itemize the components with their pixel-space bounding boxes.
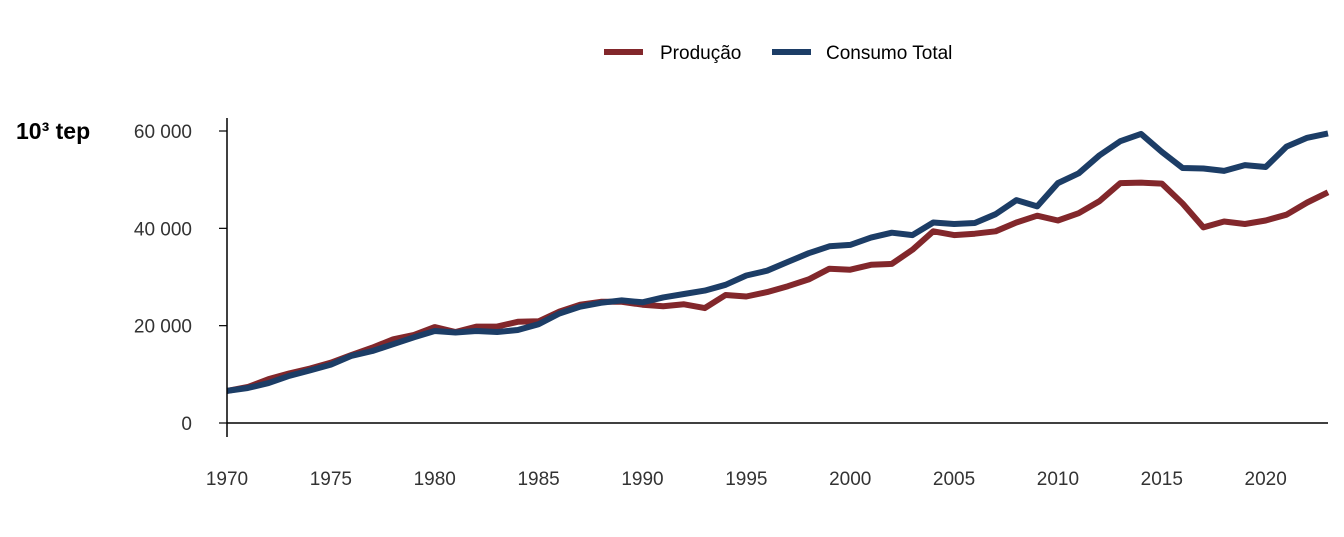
x-tick-label: 1975	[310, 469, 352, 490]
x-tick-label: 2015	[1141, 469, 1183, 490]
x-tick-label: 1970	[206, 469, 248, 490]
legend-label: Produção	[660, 43, 741, 64]
y-tick-label: 60 000	[134, 122, 192, 143]
x-tick-label: 2005	[933, 469, 975, 490]
x-tick-label: 1990	[621, 469, 663, 490]
y-axis-ticks: 0 20 000 40 000 60 000	[134, 122, 227, 435]
y-tick-label: 40 000	[134, 219, 192, 240]
x-tick-label: 1995	[725, 469, 767, 490]
series-line-0	[226, 179, 1330, 394]
x-tick-label: 1985	[517, 469, 559, 490]
x-tick-label: 1980	[414, 469, 456, 490]
legend: Produção Consumo Total	[604, 43, 952, 64]
legend-label: Consumo Total	[826, 43, 952, 64]
x-tick-label: 2020	[1245, 469, 1287, 490]
y-tick-label: 0	[181, 414, 192, 435]
y-tick-label: 20 000	[134, 317, 192, 338]
x-tick-label: 2010	[1037, 469, 1079, 490]
y-axis-unit-label: 10³ tep	[16, 118, 90, 144]
series-line-1	[226, 130, 1329, 394]
x-tick-label: 2000	[829, 469, 871, 490]
series-lines	[226, 130, 1330, 394]
x-axis-ticks: 1970 1975 1980 1985 1990 1995 2000 2005 2010 2015…	[206, 469, 1287, 490]
